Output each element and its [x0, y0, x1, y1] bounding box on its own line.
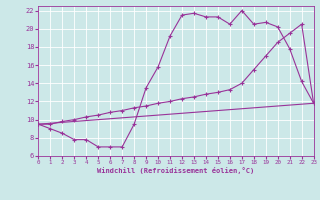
X-axis label: Windchill (Refroidissement éolien,°C): Windchill (Refroidissement éolien,°C) [97, 167, 255, 174]
